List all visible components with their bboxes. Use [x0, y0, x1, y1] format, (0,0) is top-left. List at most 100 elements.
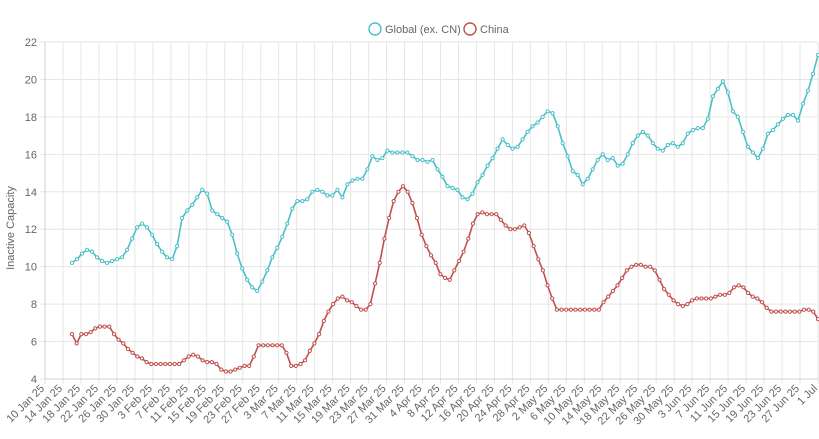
data-point[interactable]: [84, 247, 90, 252]
data-point[interactable]: [359, 307, 364, 312]
data-point[interactable]: [317, 332, 322, 337]
data-point[interactable]: [512, 227, 518, 232]
data-point[interactable]: [461, 249, 466, 254]
data-point[interactable]: [580, 182, 585, 187]
data-point[interactable]: [349, 300, 354, 305]
data-point[interactable]: [350, 178, 355, 183]
data-point[interactable]: [270, 343, 275, 348]
data-point[interactable]: [312, 341, 317, 346]
data-point[interactable]: [508, 227, 513, 232]
data-point[interactable]: [489, 212, 494, 217]
data-point[interactable]: [111, 332, 117, 337]
data-point[interactable]: [455, 187, 460, 192]
data-point[interactable]: [710, 94, 716, 99]
data-point[interactable]: [320, 189, 325, 194]
data-point[interactable]: [540, 114, 545, 120]
data-point[interactable]: [163, 361, 168, 367]
data-point[interactable]: [335, 187, 340, 192]
data-point[interactable]: [764, 305, 769, 310]
data-point[interactable]: [695, 126, 700, 131]
data-point[interactable]: [305, 197, 310, 202]
data-point[interactable]: [102, 324, 107, 329]
data-point[interactable]: [370, 154, 375, 159]
data-point[interactable]: [186, 354, 191, 359]
data-point[interactable]: [260, 279, 265, 284]
data-point[interactable]: [510, 146, 515, 151]
legend-item[interactable]: China: [463, 22, 510, 36]
data-point[interactable]: [595, 157, 600, 163]
data-point[interactable]: [494, 212, 499, 217]
data-point[interactable]: [150, 232, 155, 237]
data-point[interactable]: [360, 176, 365, 181]
data-point[interactable]: [79, 332, 84, 337]
data-point[interactable]: [498, 217, 503, 222]
data-point[interactable]: [135, 354, 140, 359]
data-point[interactable]: [806, 307, 811, 312]
data-point[interactable]: [475, 212, 480, 217]
data-point[interactable]: [74, 257, 80, 262]
data-point[interactable]: [550, 111, 555, 116]
data-point[interactable]: [795, 118, 801, 123]
data-point[interactable]: [713, 294, 718, 299]
data-point[interactable]: [433, 260, 438, 265]
data-point[interactable]: [158, 361, 163, 367]
data-point[interactable]: [585, 176, 590, 181]
data-point[interactable]: [307, 348, 312, 353]
data-point[interactable]: [223, 369, 228, 374]
data-point[interactable]: [778, 309, 783, 314]
data-point[interactable]: [690, 127, 695, 133]
data-point[interactable]: [555, 124, 560, 129]
data-point[interactable]: [160, 249, 165, 254]
data-point[interactable]: [205, 360, 210, 365]
data-point[interactable]: [200, 358, 205, 363]
data-point[interactable]: [801, 307, 807, 312]
data-point[interactable]: [69, 332, 75, 337]
data-point[interactable]: [405, 150, 410, 155]
data-point[interactable]: [279, 343, 284, 348]
data-point[interactable]: [792, 309, 797, 314]
data-point[interactable]: [175, 244, 180, 249]
legend-item[interactable]: Global (ex. CN): [368, 22, 461, 36]
data-point[interactable]: [503, 223, 508, 228]
data-point[interactable]: [325, 193, 330, 198]
data-point[interactable]: [365, 167, 370, 172]
data-point[interactable]: [181, 358, 186, 363]
data-point[interactable]: [665, 142, 670, 148]
data-point[interactable]: [425, 159, 430, 164]
data-point[interactable]: [517, 225, 522, 230]
data-point[interactable]: [640, 129, 645, 134]
data-point[interactable]: [107, 324, 112, 329]
data-point[interactable]: [460, 195, 465, 200]
data-point[interactable]: [715, 86, 721, 91]
data-point[interactable]: [466, 236, 471, 241]
data-point[interactable]: [295, 199, 300, 204]
data-point[interactable]: [596, 307, 602, 312]
data-point[interactable]: [675, 144, 680, 149]
data-point[interactable]: [424, 244, 429, 249]
data-point[interactable]: [130, 350, 135, 355]
data-point[interactable]: [345, 182, 350, 187]
data-point[interactable]: [363, 307, 368, 312]
data-point[interactable]: [380, 156, 385, 161]
data-point[interactable]: [245, 277, 250, 282]
data-point[interactable]: [93, 326, 98, 331]
data-point[interactable]: [382, 236, 387, 241]
data-point[interactable]: [559, 307, 564, 312]
data-point[interactable]: [470, 221, 476, 226]
data-point[interactable]: [671, 298, 676, 303]
data-point[interactable]: [153, 361, 158, 367]
data-point[interactable]: [415, 157, 420, 163]
data-point[interactable]: [735, 114, 741, 120]
data-point[interactable]: [145, 225, 150, 230]
data-point[interactable]: [130, 236, 135, 241]
data-point[interactable]: [531, 244, 536, 249]
data-point[interactable]: [732, 285, 737, 290]
data-point[interactable]: [240, 266, 245, 271]
data-point[interactable]: [452, 268, 457, 273]
data-point[interactable]: [680, 141, 685, 146]
data-point[interactable]: [104, 260, 110, 265]
data-point[interactable]: [480, 210, 485, 215]
data-point[interactable]: [725, 90, 731, 95]
data-point[interactable]: [410, 154, 415, 159]
data-point[interactable]: [810, 71, 816, 76]
